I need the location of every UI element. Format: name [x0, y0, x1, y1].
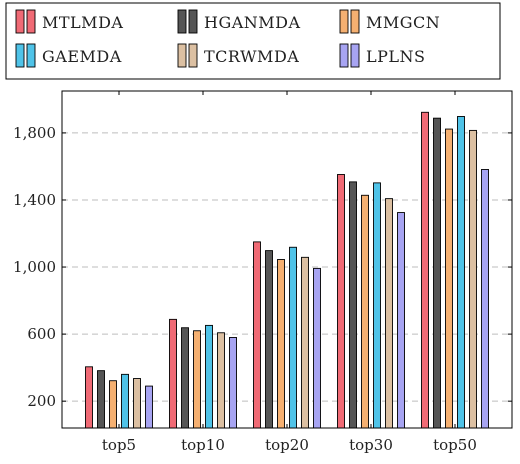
- x-tick-label: top20: [265, 436, 309, 454]
- y-tick-label: 200: [27, 392, 56, 410]
- bar-tcrwmda-top10: [217, 332, 225, 429]
- bar-mtlmda-top20: [253, 241, 261, 429]
- legend-swatch-lplns: [350, 43, 360, 68]
- legend-swatch-mtlmda: [26, 9, 36, 34]
- bar-gaemda-top10: [205, 324, 213, 429]
- legend-swatch-mmgcn: [350, 9, 360, 34]
- legend-label-lplns: LPLNS: [366, 47, 425, 66]
- legend: MTLMDA HGANMDA MMGCN GAEMDA TCRWMDA LPLNS: [5, 2, 501, 80]
- x-tick-label: top10: [181, 436, 225, 454]
- bar-mmgcn-top30: [361, 194, 369, 429]
- bar-lplns-top30: [397, 212, 405, 429]
- legend-label-hganmda: HGANMDA: [204, 13, 301, 32]
- bar-lplns-top20: [313, 267, 321, 429]
- bar-hganmda-top50: [433, 117, 441, 429]
- legend-swatch-mtlmda: [15, 9, 25, 34]
- bar-mtlmda-top5: [85, 366, 93, 429]
- y-tick-label: 600: [27, 325, 56, 343]
- bar-hganmda-top5: [97, 370, 105, 429]
- bar-gaemda-top30: [373, 182, 381, 429]
- legend-swatch-lplns: [339, 43, 349, 68]
- bars: [85, 111, 489, 429]
- y-axis: 200 600 1,000 1,400 1,800: [13, 124, 512, 410]
- gridlines: [62, 132, 512, 402]
- legend-label-tcrwmda: TCRWMDA: [204, 47, 299, 66]
- bar-hganmda-top30: [349, 181, 357, 429]
- legend-label-mtlmda: MTLMDA: [42, 13, 123, 32]
- legend-swatch-gaemda: [15, 43, 25, 68]
- bar-tcrwmda-top30: [385, 198, 393, 429]
- bar-lplns-top10: [229, 337, 237, 429]
- x-tick-label: top50: [433, 436, 477, 454]
- bar-lplns-top50: [481, 169, 489, 429]
- bar-gaemda-top5: [121, 373, 129, 429]
- legend-swatch-tcrwmda: [188, 43, 198, 68]
- bar-gaemda-top20: [289, 246, 297, 429]
- bar-hganmda-top10: [181, 327, 189, 429]
- y-tick-label: 1,800: [13, 124, 56, 142]
- bar-tcrwmda-top50: [469, 129, 477, 429]
- legend-swatch-mmgcn: [339, 9, 349, 34]
- legend-box: [5, 2, 501, 80]
- bar-hganmda-top20: [265, 250, 273, 429]
- y-tick-label: 1,000: [13, 258, 56, 276]
- y-tick-label: 1,400: [13, 191, 56, 209]
- legend-swatch-hganmda: [188, 9, 198, 34]
- plot-frame: [61, 90, 513, 429]
- bar-mmgcn-top20: [277, 259, 285, 429]
- legend-swatch-hganmda: [177, 9, 187, 34]
- bar-mtlmda-top10: [169, 318, 177, 429]
- legend-label-mmgcn: MMGCN: [366, 13, 440, 32]
- bar-mtlmda-top30: [337, 174, 345, 429]
- bar-mmgcn-top10: [193, 330, 201, 429]
- legend-swatch-tcrwmda: [177, 43, 187, 68]
- bar-gaemda-top50: [457, 116, 465, 429]
- bar-tcrwmda-top5: [133, 378, 141, 429]
- bar-tcrwmda-top20: [301, 256, 309, 429]
- bar-mtlmda-top50: [421, 111, 429, 429]
- legend-swatch-gaemda: [26, 43, 36, 68]
- bar-lplns-top5: [145, 385, 153, 429]
- bar-mmgcn-top5: [109, 380, 117, 429]
- x-tick-label: top30: [349, 436, 393, 454]
- bar-mmgcn-top50: [445, 128, 453, 429]
- x-tick-label: top5: [102, 436, 136, 454]
- x-axis: top5 top10 top20 top30 top50: [102, 91, 477, 454]
- legend-label-gaemda: GAEMDA: [42, 47, 122, 66]
